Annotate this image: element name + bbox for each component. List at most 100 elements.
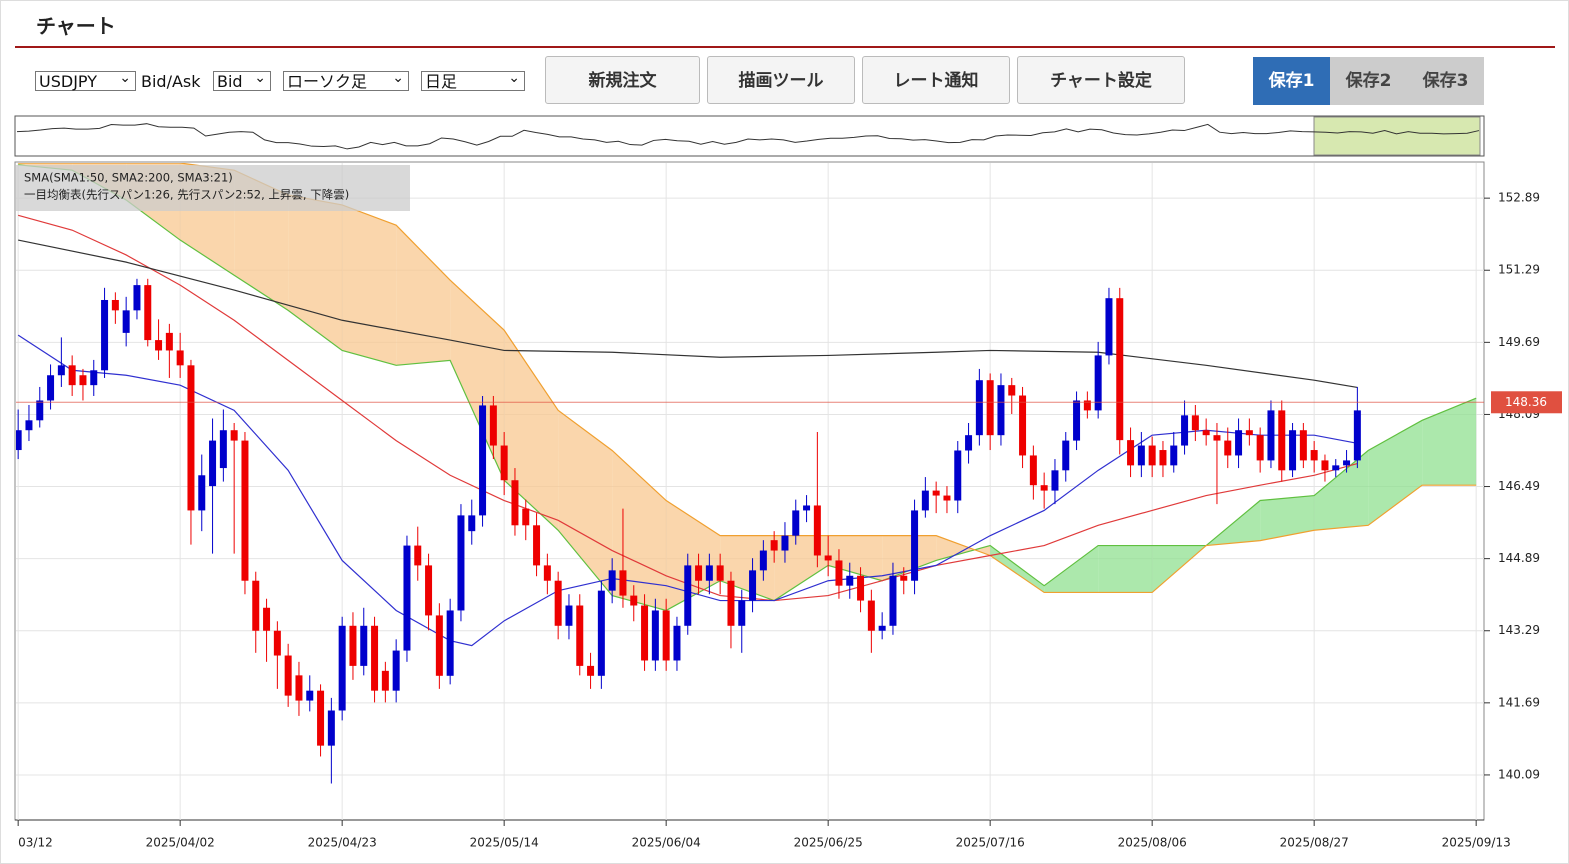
candle-body bbox=[565, 605, 573, 626]
candle-body bbox=[1105, 298, 1113, 356]
timeframe-select[interactable]: 日足 bbox=[421, 68, 525, 91]
candle-body bbox=[1181, 415, 1189, 446]
cloud-segment bbox=[1314, 450, 1369, 531]
candle-body bbox=[1040, 485, 1048, 491]
x-tick-label: 2025/06/25 bbox=[794, 836, 863, 850]
candle-body bbox=[1321, 460, 1329, 471]
chart-style-select[interactable]: ローソク足 bbox=[283, 68, 409, 91]
legend-box bbox=[16, 165, 410, 211]
candle-body bbox=[803, 505, 811, 511]
symbol-select[interactable]: USDJPY bbox=[35, 68, 136, 91]
candle-body bbox=[47, 375, 55, 401]
candle-body bbox=[1191, 415, 1199, 431]
save-tab[interactable]: 保存2 bbox=[1330, 57, 1407, 105]
candle-body bbox=[727, 580, 735, 626]
save-tab[interactable]: 保存3 bbox=[1407, 57, 1484, 105]
y-tick-label: 151.29 bbox=[1498, 263, 1540, 277]
x-tick-label: 2025/08/06 bbox=[1118, 836, 1187, 850]
candle-body bbox=[986, 380, 994, 436]
candle-body bbox=[489, 405, 497, 446]
price-side-select[interactable]: Bid bbox=[213, 68, 271, 91]
candle-body bbox=[457, 515, 465, 611]
candle-body bbox=[554, 580, 562, 626]
candle-body bbox=[867, 600, 875, 631]
x-tick-label: 2025/09/13 bbox=[1442, 836, 1511, 850]
navigator-window[interactable] bbox=[1313, 116, 1481, 156]
candle-body bbox=[1170, 445, 1178, 466]
candle-body bbox=[57, 365, 65, 376]
candle-body bbox=[295, 675, 303, 701]
candle-body bbox=[749, 570, 757, 601]
candle-body bbox=[759, 550, 767, 571]
candle-body bbox=[284, 655, 292, 696]
candle-body bbox=[813, 505, 821, 556]
candle-body bbox=[187, 365, 195, 511]
candle-body bbox=[360, 625, 368, 666]
candle-body bbox=[965, 435, 973, 451]
x-tick-label: 2025/04/23 bbox=[308, 836, 377, 850]
cloud-segment bbox=[1098, 545, 1153, 593]
candle-body bbox=[511, 480, 519, 526]
candle-body bbox=[997, 385, 1005, 436]
sma-line bbox=[17, 334, 1358, 647]
candle-body bbox=[792, 510, 800, 536]
candle-body bbox=[1127, 440, 1135, 466]
candle-body bbox=[1008, 385, 1016, 396]
candle-body bbox=[1116, 298, 1124, 441]
candle-body bbox=[306, 690, 314, 701]
candle-body bbox=[630, 595, 638, 606]
page-title: チャート bbox=[36, 14, 116, 38]
x-tick-label: 2025/06/04 bbox=[632, 836, 701, 850]
x-tick-label: 2025/05/14 bbox=[470, 836, 539, 850]
candle-body bbox=[1310, 450, 1318, 461]
candle-body bbox=[1278, 410, 1286, 471]
candle-body bbox=[144, 285, 152, 341]
cloud-segment bbox=[342, 204, 397, 366]
toolbar-button[interactable]: 描画ツール bbox=[707, 56, 855, 104]
candle-body bbox=[533, 525, 541, 566]
candle-body bbox=[824, 555, 832, 561]
candle-body bbox=[932, 490, 940, 496]
cloud-segment bbox=[396, 225, 451, 366]
cloud-segment bbox=[990, 545, 1045, 593]
candle-body bbox=[371, 625, 379, 691]
candle-body bbox=[1267, 410, 1275, 461]
save-tab[interactable]: 保存1 bbox=[1253, 57, 1330, 105]
candle-body bbox=[587, 665, 595, 676]
candle-body bbox=[1094, 355, 1102, 411]
candle-body bbox=[1235, 430, 1243, 456]
candle-body bbox=[651, 610, 659, 661]
candle-body bbox=[1343, 460, 1351, 466]
candle-body bbox=[25, 420, 33, 431]
candle-body bbox=[1083, 400, 1091, 411]
candle-body bbox=[1073, 400, 1081, 441]
candle-body bbox=[209, 440, 217, 487]
candle-body bbox=[975, 380, 983, 436]
candle-body bbox=[122, 310, 130, 333]
candle-body bbox=[155, 340, 163, 351]
candle-body bbox=[878, 625, 886, 631]
toolbar-button[interactable]: レート通知 bbox=[862, 56, 1010, 104]
candle-body bbox=[219, 430, 227, 469]
candle-body bbox=[327, 710, 335, 746]
candle-body bbox=[479, 405, 487, 516]
navigator-line bbox=[16, 123, 1480, 150]
candle-body bbox=[705, 565, 713, 581]
candle-body bbox=[889, 575, 897, 626]
candle-body bbox=[1148, 445, 1156, 466]
cloud-segment bbox=[288, 194, 343, 351]
candle-body bbox=[857, 575, 865, 601]
candle-body bbox=[252, 580, 260, 631]
candle-body bbox=[338, 625, 346, 711]
candle-body bbox=[1213, 435, 1221, 441]
candle-body bbox=[738, 600, 746, 626]
cloud-segment bbox=[828, 535, 883, 581]
candle-body bbox=[770, 540, 778, 551]
candle-body bbox=[1224, 440, 1232, 456]
candle-body bbox=[921, 490, 929, 511]
toolbar-button[interactable]: チャート設定 bbox=[1017, 56, 1185, 104]
candle-body bbox=[1137, 445, 1145, 466]
toolbar-button[interactable]: 新規注文 bbox=[545, 56, 700, 104]
